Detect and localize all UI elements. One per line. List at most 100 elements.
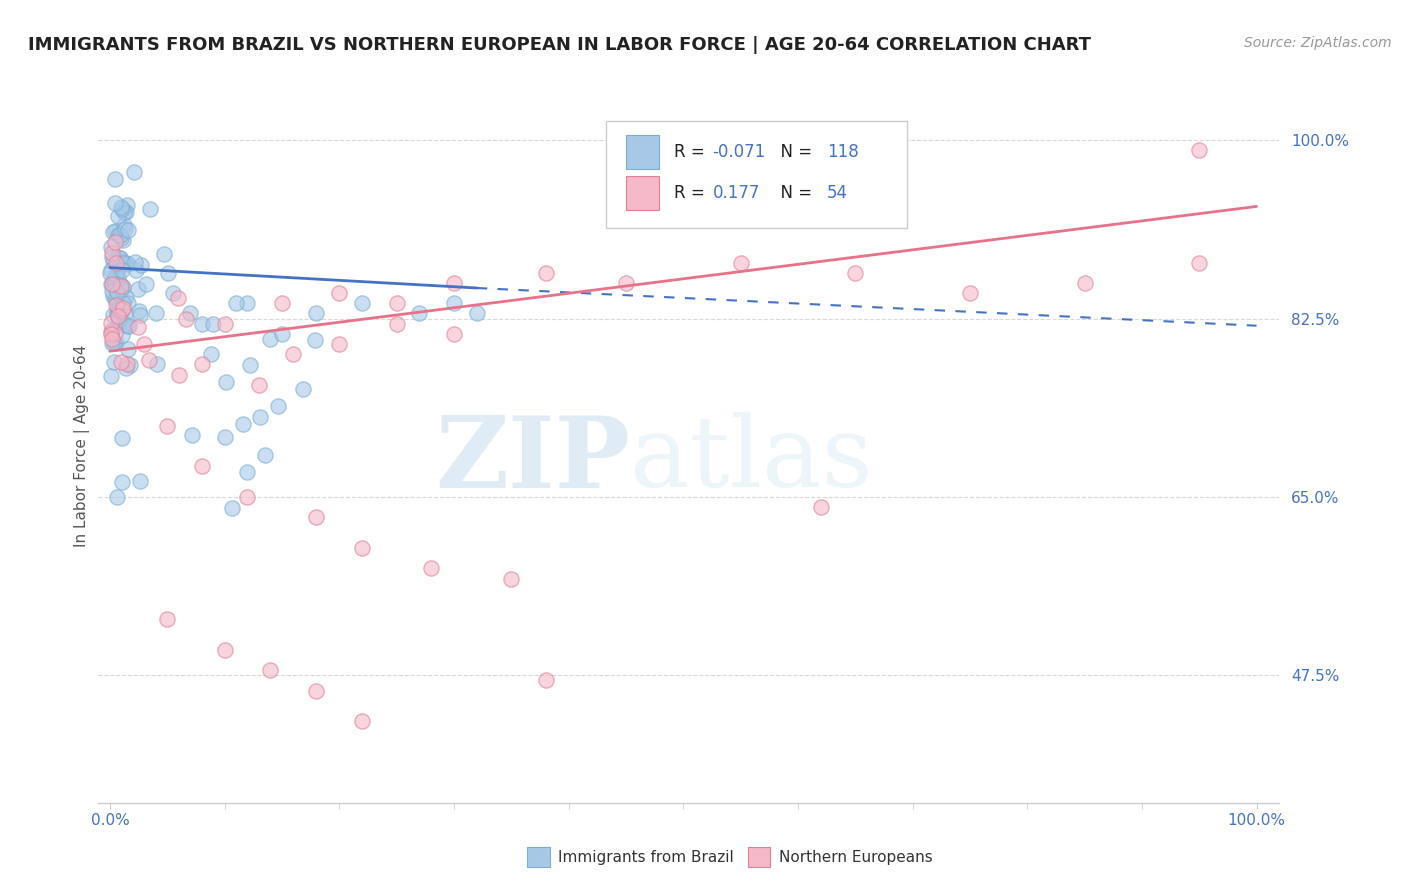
Point (105, 285, 128, 299)
Point (117, 318, 139, 333)
Point (112, 219, 135, 233)
Point (1188, 255, 1211, 269)
Point (190, 358, 212, 372)
Point (100, 267, 122, 281)
Point (111, 475, 134, 490)
Point (304, 333, 326, 347)
Text: 54: 54 (827, 184, 848, 202)
Point (111, 328, 134, 343)
Point (104, 268, 127, 282)
Point (108, 314, 131, 328)
Point (501, 572, 523, 586)
Point (259, 333, 281, 347)
Point (225, 296, 247, 310)
Point (443, 296, 465, 310)
Point (267, 399, 290, 413)
Point (103, 224, 125, 238)
Point (202, 317, 225, 331)
Point (385, 296, 408, 310)
Y-axis label: In Labor Force | Age 20-64: In Labor Force | Age 20-64 (75, 345, 90, 547)
Point (112, 301, 135, 315)
Point (166, 291, 188, 305)
Point (465, 306, 488, 320)
Point (104, 277, 127, 291)
Point (146, 357, 169, 371)
Point (214, 429, 236, 443)
Point (100, 246, 122, 260)
Point (105, 491, 128, 505)
Point (114, 204, 136, 219)
Point (100, 369, 122, 384)
Point (443, 326, 465, 341)
Point (110, 200, 132, 214)
Point (115, 318, 138, 332)
Point (100, 277, 122, 291)
Point (105, 293, 128, 308)
Point (107, 301, 129, 316)
Point (162, 286, 184, 301)
Point (108, 309, 131, 323)
Text: R =: R = (673, 143, 710, 161)
Point (115, 361, 138, 376)
Point (124, 255, 146, 269)
Point (118, 359, 141, 373)
Point (127, 282, 149, 296)
Point (138, 353, 160, 368)
Point (100, 327, 122, 342)
Point (200, 346, 222, 360)
Point (108, 227, 131, 242)
Point (129, 258, 152, 272)
Point (110, 277, 132, 292)
Point (443, 276, 465, 290)
Point (167, 368, 190, 382)
Point (104, 196, 127, 211)
Point (110, 355, 132, 369)
Point (100, 322, 122, 336)
Point (385, 317, 408, 331)
Point (190, 317, 212, 331)
Point (110, 231, 132, 245)
Point (157, 266, 180, 280)
Point (117, 257, 139, 271)
Text: Northern Europeans: Northern Europeans (779, 850, 932, 864)
Point (420, 561, 443, 575)
Point (105, 256, 128, 270)
Point (129, 474, 152, 488)
FancyBboxPatch shape (626, 135, 659, 169)
Point (103, 335, 125, 350)
Point (110, 202, 132, 216)
Point (408, 306, 430, 320)
Point (108, 252, 131, 266)
Point (111, 263, 134, 277)
FancyBboxPatch shape (606, 121, 907, 228)
Point (112, 256, 135, 270)
Point (117, 342, 139, 356)
Text: N =: N = (770, 184, 818, 202)
Point (135, 277, 157, 292)
Point (107, 210, 129, 224)
Point (111, 280, 134, 294)
Point (104, 172, 127, 186)
Point (118, 318, 141, 333)
Point (236, 296, 259, 310)
Point (110, 279, 132, 293)
Point (110, 251, 132, 265)
Point (100, 335, 122, 350)
Point (104, 326, 127, 340)
Point (104, 277, 127, 291)
Text: 118: 118 (827, 143, 859, 161)
Point (107, 270, 129, 285)
Point (100, 332, 122, 346)
Point (190, 459, 212, 474)
Point (110, 431, 132, 445)
Point (107, 228, 129, 243)
Point (105, 304, 128, 318)
Text: Source: ZipAtlas.com: Source: ZipAtlas.com (1244, 36, 1392, 50)
Point (100, 325, 122, 339)
Point (176, 312, 198, 326)
Point (122, 165, 145, 179)
Point (114, 256, 136, 270)
Point (100, 277, 122, 291)
Point (103, 355, 125, 369)
Point (352, 296, 374, 310)
